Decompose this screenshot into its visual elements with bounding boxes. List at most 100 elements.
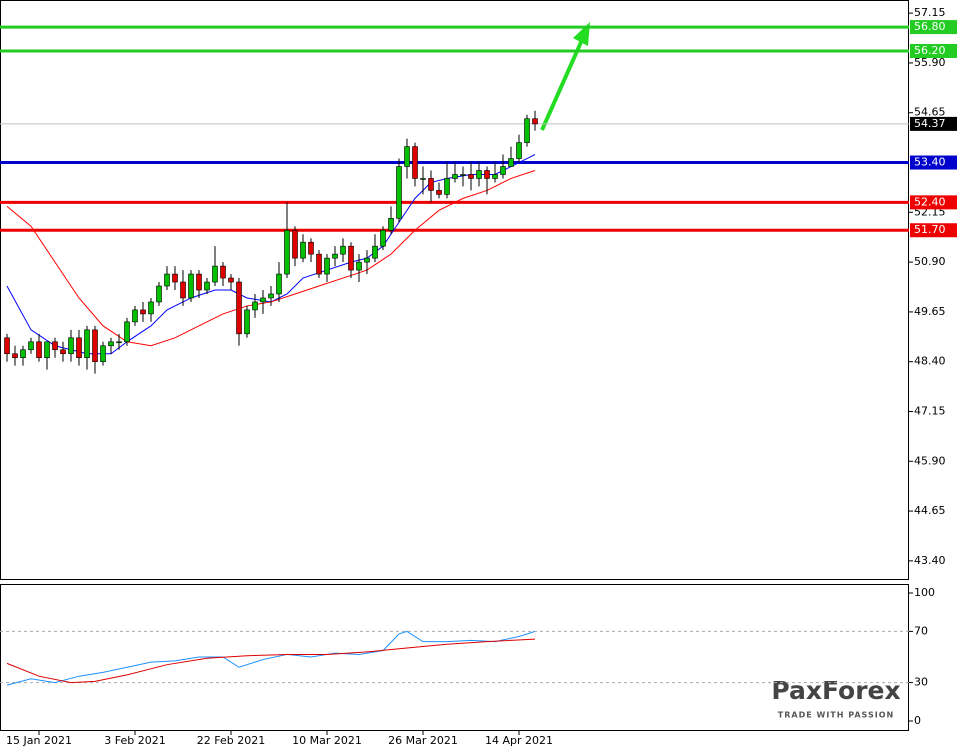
line — [6, 154, 536, 355]
candle-body — [132, 309, 138, 323]
candle-body — [524, 118, 530, 143]
y-tick-label: 43.40 — [914, 554, 946, 567]
y-tick-label: 54.65 — [914, 106, 946, 119]
candle-body — [4, 337, 10, 355]
candle-body — [420, 178, 426, 180]
price-pane — [0, 0, 909, 580]
osc-tick-label: 0 — [914, 714, 921, 727]
candle-body — [404, 146, 410, 167]
level-box — [910, 195, 957, 210]
candle-body — [60, 349, 66, 355]
candle-body — [100, 345, 106, 363]
candle-body — [316, 253, 322, 275]
x-tick-label: 14 Apr 2021 — [485, 734, 553, 747]
y-tick-label: 57.15 — [914, 6, 946, 19]
candle-body — [28, 341, 34, 351]
line — [6, 638, 536, 684]
candle-body — [204, 281, 210, 291]
candle-body — [108, 341, 114, 347]
candle-body — [444, 178, 450, 195]
y-tick-label: 50.90 — [914, 255, 946, 268]
candle-body — [252, 301, 258, 311]
line — [6, 630, 536, 686]
candle-body — [460, 174, 466, 176]
candle-body — [364, 257, 370, 263]
last-price-box — [910, 116, 957, 131]
trend-arrow — [540, 22, 590, 131]
level-label: 53.40 — [914, 156, 946, 169]
candle-body — [12, 353, 18, 359]
candle-body — [180, 281, 186, 299]
candle-body — [84, 329, 90, 359]
level-label: 56.80 — [914, 20, 946, 33]
candle-body — [532, 118, 538, 125]
level-box — [910, 223, 957, 238]
candle-body — [436, 190, 442, 195]
x-tick-label: 10 Mar 2021 — [292, 734, 362, 747]
candle-body — [236, 281, 242, 335]
candle-body — [148, 301, 154, 315]
candle-body — [172, 273, 178, 283]
candle-body — [52, 341, 58, 351]
candle-body — [276, 273, 282, 295]
y-tick-label: 48.40 — [914, 355, 946, 368]
candle-body — [36, 341, 42, 359]
candle-body — [516, 142, 522, 159]
candle-body — [412, 146, 418, 179]
level-label: 56.20 — [914, 44, 946, 57]
osc-tick-label: 70 — [914, 624, 928, 637]
candle-body — [124, 321, 130, 343]
candle-body — [428, 178, 434, 191]
candle-body — [196, 273, 202, 291]
oscillator-pane — [0, 584, 909, 731]
x-tick-label: 22 Feb 2021 — [197, 734, 265, 747]
x-tick-label: 3 Feb 2021 — [104, 734, 165, 747]
level-box — [910, 43, 957, 58]
candle-body — [292, 229, 298, 259]
candle-body — [212, 265, 218, 283]
y-tick-label: 47.15 — [914, 404, 946, 417]
candle-body — [300, 241, 306, 259]
candle-body — [372, 245, 378, 259]
candle-body — [484, 170, 490, 179]
candle-body — [324, 257, 330, 275]
y-tick-label: 55.90 — [914, 56, 946, 69]
candle-body — [348, 245, 354, 271]
candle-body — [220, 265, 226, 279]
x-tick-label: 15 Jan 2021 — [6, 734, 72, 747]
candle-body — [268, 293, 274, 299]
candle-body — [188, 273, 194, 299]
candle-body — [156, 285, 162, 303]
logo-tagline: TRADE WITH PASSION — [778, 711, 894, 720]
candle-body — [340, 245, 346, 255]
line — [6, 170, 536, 347]
candle-body — [44, 341, 50, 359]
candle-body — [380, 229, 386, 247]
candle-body — [500, 166, 506, 175]
osc-tick-label: 30 — [914, 676, 928, 689]
candle-body — [396, 166, 402, 219]
candle-body — [116, 341, 122, 344]
x-tick-label: 26 Mar 2021 — [388, 734, 458, 747]
level-label: 52.40 — [914, 195, 946, 208]
candle-body — [228, 277, 234, 283]
level-box — [910, 20, 957, 35]
candle-body — [76, 337, 82, 359]
y-tick-label: 49.65 — [914, 305, 946, 318]
level-box — [910, 155, 957, 170]
candle-body — [260, 297, 266, 303]
y-tick-label: 44.65 — [914, 504, 946, 517]
arrow-shaft — [540, 39, 584, 131]
candle-body — [468, 174, 474, 179]
candle-body — [508, 158, 514, 167]
osc-tick-label: 100 — [914, 586, 935, 599]
last-price-label: 54.37 — [914, 117, 946, 130]
logo: PaxForex — [771, 676, 900, 705]
y-tick-label: 45.90 — [914, 454, 946, 467]
candle-body — [20, 349, 26, 359]
candle-body — [332, 253, 338, 259]
candle-body — [492, 174, 498, 179]
level-label: 51.70 — [914, 223, 946, 236]
candle-body — [164, 273, 170, 287]
